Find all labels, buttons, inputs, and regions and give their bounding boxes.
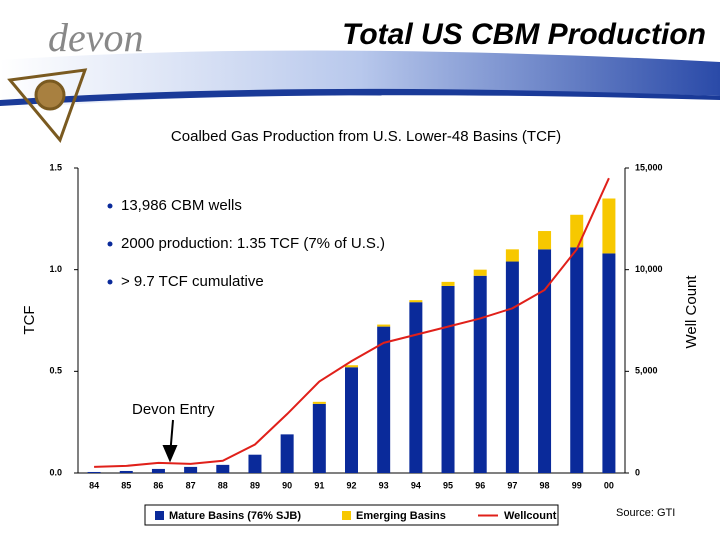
x-tick-label: 92 (346, 480, 356, 490)
legend-box (144, 504, 559, 526)
header-stripe (0, 88, 720, 106)
bar (473, 275, 487, 473)
bullet-text: > 9.7 TCF cumulative (121, 273, 264, 290)
bar (602, 198, 616, 254)
x-tick-label: 94 (411, 480, 421, 490)
x-tick-label: 99 (572, 480, 582, 490)
bar (151, 468, 165, 473)
legend-label: Emerging Basins (356, 510, 446, 522)
logo: devon (48, 15, 144, 60)
bar (119, 470, 133, 473)
bar (345, 367, 358, 473)
bar (570, 214, 584, 248)
bar (312, 401, 326, 404)
bar (505, 249, 519, 262)
x-tick-label: 89 (250, 480, 260, 490)
legend-label: Wellcount (504, 510, 557, 522)
bullet-dot (107, 279, 113, 285)
bar (216, 464, 230, 473)
bar (248, 454, 262, 473)
source: Source: GTI (616, 507, 675, 519)
y-tick-label: 1.0 (49, 264, 62, 274)
bar (570, 247, 584, 473)
bar (602, 253, 616, 473)
x-tick-label: 90 (282, 480, 292, 490)
y2-tick-label: 5,000 (635, 366, 658, 376)
bar (345, 365, 358, 368)
y-tick-label: 1.5 (49, 162, 62, 172)
bar (473, 269, 487, 276)
chart-subtitle: Coalbed Gas Production from U.S. Lower-4… (171, 128, 561, 145)
annotation: Devon Entry (132, 401, 215, 418)
y2-tick-label: 0 (635, 467, 640, 477)
bullet-text: 2000 production: 1.35 TCF (7% of U.S.) (121, 235, 385, 252)
x-tick-label: 87 (186, 480, 196, 490)
legend-swatch (342, 511, 351, 520)
x-tick-label: 85 (121, 480, 131, 490)
bar (441, 285, 455, 473)
bar (441, 281, 455, 286)
bar (538, 249, 552, 473)
legend-swatch (155, 511, 164, 520)
bullet-dot (107, 203, 113, 209)
legend-label: Mature Basins (76% SJB) (169, 510, 301, 522)
x-tick-label: 91 (314, 480, 324, 490)
bar (409, 302, 423, 473)
bar (409, 300, 423, 303)
bar (87, 471, 101, 473)
y-tick-label: 0.0 (49, 467, 62, 477)
y2-tick-label: 10,000 (635, 264, 663, 274)
x-tick-label: 84 (89, 480, 99, 490)
x-tick-label: 86 (153, 480, 163, 490)
x-tick-label: 88 (218, 480, 228, 490)
annotation-arrow (162, 419, 178, 463)
bar (377, 324, 391, 327)
line (94, 177, 610, 468)
x-tick-label: 00 (604, 480, 614, 490)
y2-axis-label: Well Count (683, 275, 700, 349)
bar (184, 466, 198, 473)
bar (280, 434, 294, 473)
x-tick-label: 95 (443, 480, 453, 490)
x-tick-label: 98 (540, 480, 550, 490)
bullet-dot (107, 241, 113, 247)
x-tick-label: 93 (379, 480, 389, 490)
bar (538, 231, 552, 250)
y-tick-label: 0.5 (49, 366, 62, 376)
bullet-text: 13,986 CBM wells (121, 197, 242, 214)
chart-title: Total US CBM Production (342, 18, 706, 51)
x-tick-label: 97 (507, 480, 517, 490)
bar (377, 326, 391, 473)
sextant-icon (7, 68, 88, 143)
bar (312, 403, 326, 473)
bar (505, 261, 519, 473)
y2-tick-label: 15,000 (635, 162, 663, 172)
y-axis-label: TCF (21, 305, 38, 334)
x-tick-label: 96 (475, 480, 485, 490)
